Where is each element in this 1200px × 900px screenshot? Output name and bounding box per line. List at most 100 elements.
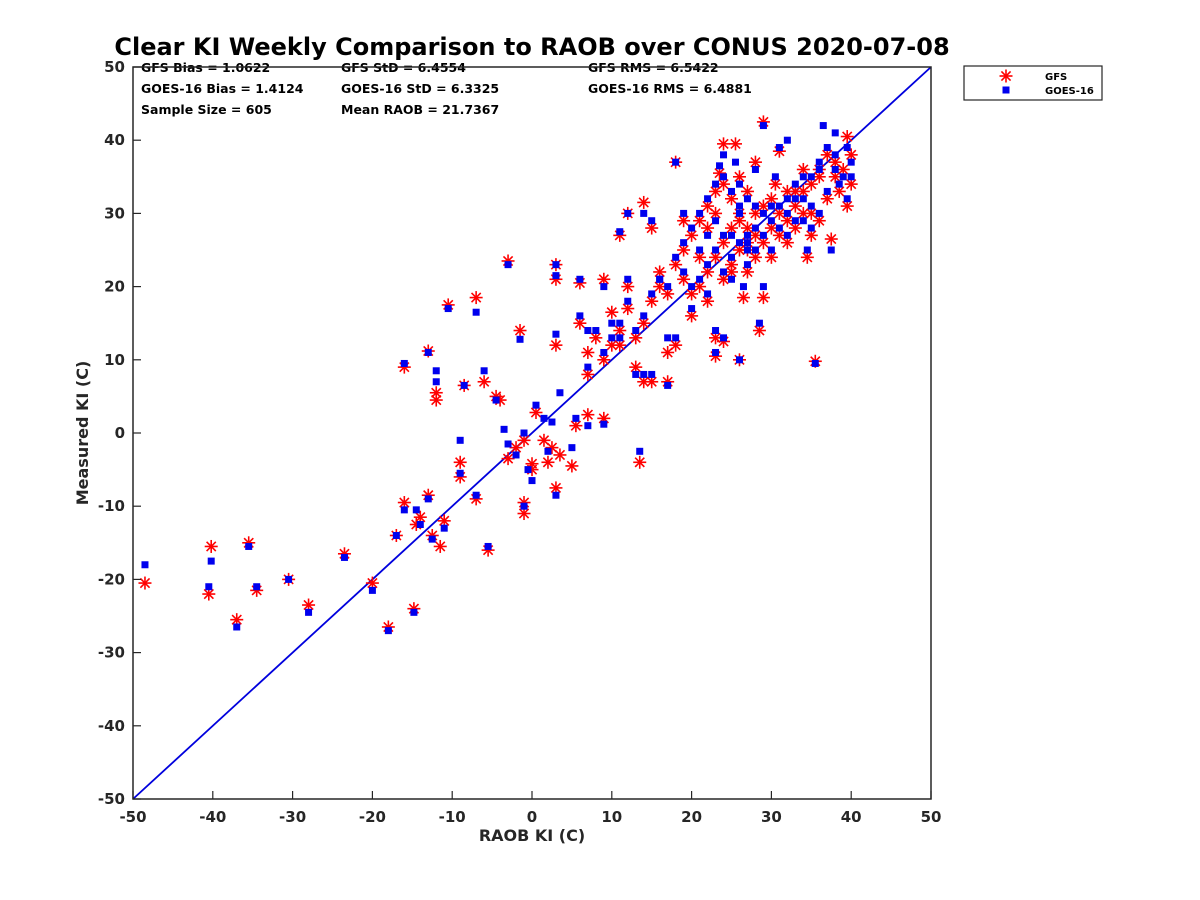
goes16-point [728,187,735,195]
goes16-point [528,477,536,485]
legend: GFS GOES-16 [963,65,1103,101]
goes16-point [648,217,656,225]
y-tick-label: -20 [98,570,125,588]
goes16-point [544,447,552,455]
goes16-point [456,436,464,444]
goes16-point [592,327,600,335]
goes16-point [480,367,488,375]
goes16-point [759,283,767,291]
goes16-point [664,334,672,342]
goes16-point [688,224,696,232]
goes16-point [392,531,400,539]
gfs-point [772,228,786,242]
x-tick-label: 0 [527,808,537,826]
goes16-point [735,180,743,188]
y-tick-label: 0 [115,424,125,442]
gfs-point [581,408,595,422]
goes16-point [791,217,799,225]
gfs-point [581,345,595,359]
goes16-point [751,202,759,210]
goes16-point [556,389,564,397]
goes16-point [688,283,696,291]
goes16-point [584,363,592,371]
goes16-point [680,209,688,217]
goes16-point [648,290,656,298]
gfs-point [717,137,731,151]
goes16-point [576,312,584,320]
goes16-point [428,535,436,543]
x-axis-label: RAOB KI (C) [479,826,585,845]
goes16-point [624,209,632,217]
goes16-point [552,330,560,338]
goes16-point [648,370,656,378]
goes16-point [791,195,799,203]
goes16-point [600,420,608,428]
goes16-point [432,378,440,386]
goes16-point [608,319,616,327]
goes16-point [696,275,704,283]
gfs-point [433,539,447,553]
goes16-point [843,195,851,203]
goes16-point [712,348,720,356]
goes16-point [831,129,839,137]
legend-label: GFS [1045,72,1067,83]
goes16-point [815,209,823,217]
goes16-point [500,425,508,433]
gfs-point [513,324,527,338]
y-tick-label: 40 [104,131,125,149]
gfs-point [764,250,778,264]
y-tick-label: -30 [98,644,125,662]
gfs-point [728,137,742,151]
goes16-point [720,268,728,276]
goes16-point [492,396,500,404]
gfs-point [429,393,443,407]
goes16-point [552,491,560,499]
gfs-point [605,305,619,319]
gfs-point [569,419,583,433]
gfs-point [804,177,818,191]
gfs-point [549,338,563,352]
goes16-point [720,151,728,159]
goes16-point [400,359,408,367]
x-tick-label: 40 [841,808,862,826]
x-tick-label: 10 [601,808,622,826]
gfs-point [796,162,810,176]
goes16-point [783,231,791,239]
goes16-point [735,209,743,217]
goes16-point [472,308,480,316]
x-tick-label: -50 [119,808,146,826]
legend-gfs-marker [999,69,1013,83]
goes16-point [672,334,680,342]
goes16-point [504,440,512,448]
y-tick-label: 30 [104,204,125,222]
goes16-point [552,261,560,269]
goes16-point [548,418,556,426]
goes16-point [835,180,843,188]
goes16-point [400,506,408,514]
goes16-point [783,195,791,203]
gfs-point [501,452,515,466]
gfs-point [820,192,834,206]
goes16-point [739,283,747,291]
goes16-point [624,275,632,283]
goes16-point [245,542,253,550]
goes16-point [759,231,767,239]
goes16-point [775,202,783,210]
goes16-point [520,502,528,510]
gfs-point [138,576,152,590]
gfs-point [725,192,738,206]
x-tick-label: 20 [681,808,702,826]
goes16-point [424,495,432,503]
x-tick-label: -40 [199,808,226,826]
y-tick-label: -40 [98,717,125,735]
goes16-point [416,521,424,528]
gfs-point [629,360,643,374]
goes16-point [751,224,759,232]
gfs-point [204,539,218,553]
goes16-point [767,217,775,225]
goes16-point [616,319,624,327]
goes16-point [680,268,688,276]
y-tick-label: 50 [104,58,125,76]
x-tick-label: 50 [921,808,942,826]
